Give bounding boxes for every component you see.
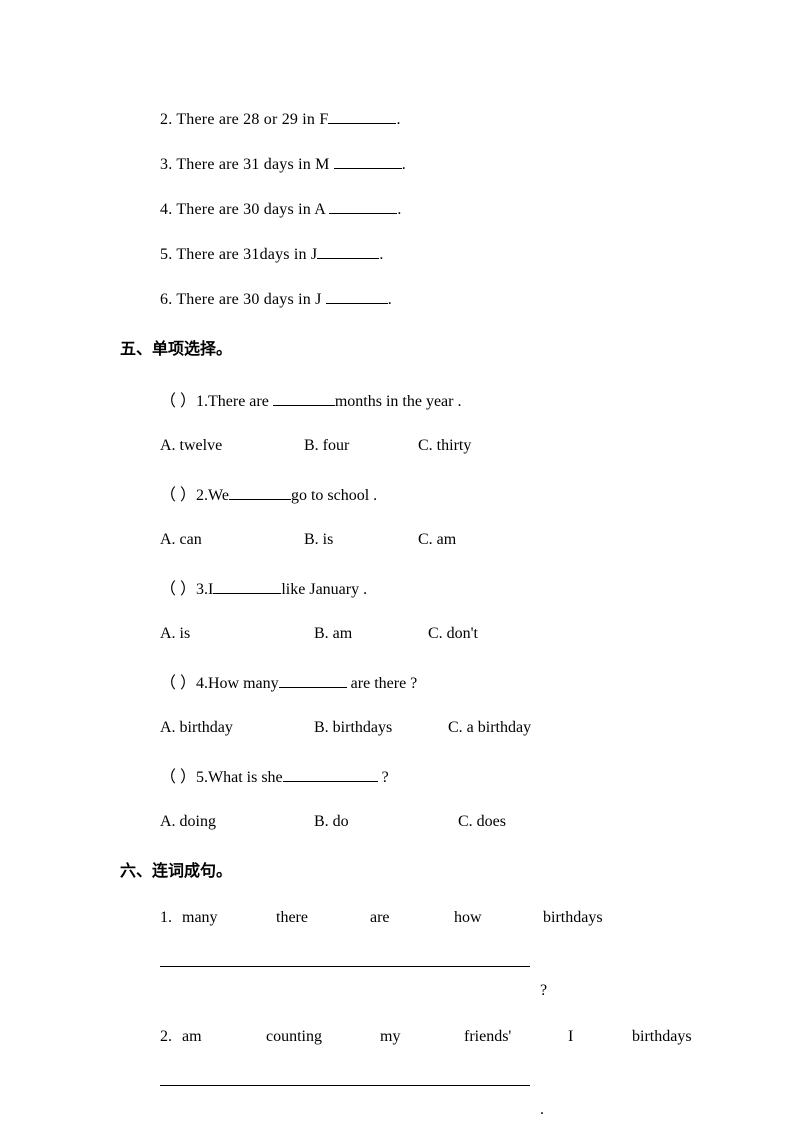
word: there xyxy=(276,909,366,927)
fill-text-post: . xyxy=(379,246,383,263)
mc-q-prefix: （ ）5.What is she xyxy=(160,769,283,786)
fill-text-post: . xyxy=(396,111,400,128)
mc-options-2: A. can B. is C. am xyxy=(160,531,713,549)
fill-item-2: 2. There are 28 or 29 in F. xyxy=(160,110,713,129)
option-a[interactable]: A. can xyxy=(160,531,300,549)
fill-text-pre: There are 30 days in J xyxy=(176,291,325,308)
word: birthdays xyxy=(632,1028,692,1046)
word: how xyxy=(454,909,539,927)
option-b[interactable]: B. birthdays xyxy=(314,719,444,737)
mc-q-prefix: （ ）3.I xyxy=(160,581,213,598)
sentence-1-words: 1. many there are how birthdays xyxy=(160,909,713,927)
fill-text-pre: There are 31days in J xyxy=(176,246,317,263)
option-b[interactable]: B. four xyxy=(304,437,414,455)
fill-num: 5. xyxy=(160,246,172,263)
mc-q-suffix: like January . xyxy=(281,581,367,598)
word: friends' xyxy=(464,1028,564,1046)
option-b[interactable]: B. am xyxy=(314,625,424,643)
sentence-2-words: 2. am counting my friends' I birthdays xyxy=(160,1028,713,1046)
fill-num: 2. xyxy=(160,111,172,128)
option-c[interactable]: C. don't xyxy=(428,625,478,643)
option-a[interactable]: A. is xyxy=(160,625,310,643)
option-a[interactable]: A. doing xyxy=(160,813,310,831)
fill-num: 4. xyxy=(160,201,172,218)
mc-question-1: （ ）1.There are months in the year . xyxy=(160,387,713,411)
answer-row-2: . xyxy=(160,1068,713,1119)
end-punct: ? xyxy=(540,982,547,999)
word: I xyxy=(568,1028,628,1046)
answer-row-1: ? xyxy=(160,949,713,1000)
blank-line[interactable] xyxy=(334,155,402,169)
mc-question-2: （ ）2.We go to school . xyxy=(160,481,713,505)
blank-line[interactable] xyxy=(317,245,379,259)
mc-q-prefix: （ ）2.We xyxy=(160,487,229,504)
word: birthdays xyxy=(543,909,603,927)
mc-question-3: （ ）3.I like January . xyxy=(160,575,713,599)
mc-question-4: （ ）4.How many are there ? xyxy=(160,669,713,693)
section-6-header: 六、连词成句。 xyxy=(120,857,713,881)
option-c[interactable]: C. a birthday xyxy=(448,719,531,737)
fill-item-6: 6. There are 30 days in J . xyxy=(160,290,713,309)
mc-options-4: A. birthday B. birthdays C. a birthday xyxy=(160,719,713,737)
fill-text-post: . xyxy=(388,291,392,308)
option-c[interactable]: C. am xyxy=(418,531,456,549)
sentence-formation-block: 1. many there are how birthdays ? 2. am … xyxy=(160,909,713,1119)
fill-text-pre: There are 31 days in M xyxy=(176,156,333,173)
word: counting xyxy=(266,1028,376,1046)
fill-item-3: 3. There are 31 days in M . xyxy=(160,155,713,174)
fill-text-post: . xyxy=(397,201,401,218)
blank-line[interactable] xyxy=(328,110,396,124)
blank-line[interactable] xyxy=(273,392,335,406)
word: are xyxy=(370,909,450,927)
blank-line[interactable] xyxy=(213,580,281,594)
blank-line[interactable] xyxy=(283,768,378,782)
option-a[interactable]: A. twelve xyxy=(160,437,300,455)
blank-line[interactable] xyxy=(326,290,388,304)
mc-q-suffix: ? xyxy=(378,769,389,786)
fill-num: 6. xyxy=(160,291,172,308)
mc-q-prefix: （ ）1.There are xyxy=(160,393,273,410)
option-a[interactable]: A. birthday xyxy=(160,719,310,737)
mc-options-3: A. is B. am C. don't xyxy=(160,625,713,643)
sentence-num: 1. xyxy=(160,909,178,927)
blank-line[interactable] xyxy=(329,200,397,214)
fill-text-post: . xyxy=(402,156,406,173)
blank-line[interactable] xyxy=(229,486,291,500)
word: many xyxy=(182,909,272,927)
multiple-choice-block: （ ）1.There are months in the year . A. t… xyxy=(160,387,713,831)
mc-options-1: A. twelve B. four C. thirty xyxy=(160,437,713,455)
word: my xyxy=(380,1028,460,1046)
fill-item-4: 4. There are 30 days in A . xyxy=(160,200,713,219)
mc-question-5: （ ）5.What is she ? xyxy=(160,763,713,787)
section-5-header: 五、单项选择。 xyxy=(120,335,713,359)
mc-q-suffix: go to school . xyxy=(291,487,377,504)
option-c[interactable]: C. does xyxy=(458,813,506,831)
sentence-num: 2. xyxy=(160,1028,178,1046)
option-b[interactable]: B. do xyxy=(314,813,454,831)
word: am xyxy=(182,1028,262,1046)
worksheet-content: 2. There are 28 or 29 in F. 3. There are… xyxy=(0,110,793,1119)
fill-text-pre: There are 30 days in A xyxy=(176,201,329,218)
fill-num: 3. xyxy=(160,156,172,173)
option-b[interactable]: B. is xyxy=(304,531,414,549)
option-c[interactable]: C. thirty xyxy=(418,437,471,455)
mc-q-suffix: months in the year . xyxy=(335,393,462,410)
end-punct: . xyxy=(540,1101,544,1118)
answer-line[interactable] xyxy=(160,1068,530,1086)
answer-line[interactable] xyxy=(160,949,530,967)
fill-item-5: 5. There are 31days in J. xyxy=(160,245,713,264)
mc-q-suffix: are there ? xyxy=(347,675,418,692)
mc-q-prefix: （ ）4.How many xyxy=(160,675,279,692)
fill-text-pre: There are 28 or 29 in F xyxy=(176,111,328,128)
mc-options-5: A. doing B. do C. does xyxy=(160,813,713,831)
blank-line[interactable] xyxy=(279,674,347,688)
